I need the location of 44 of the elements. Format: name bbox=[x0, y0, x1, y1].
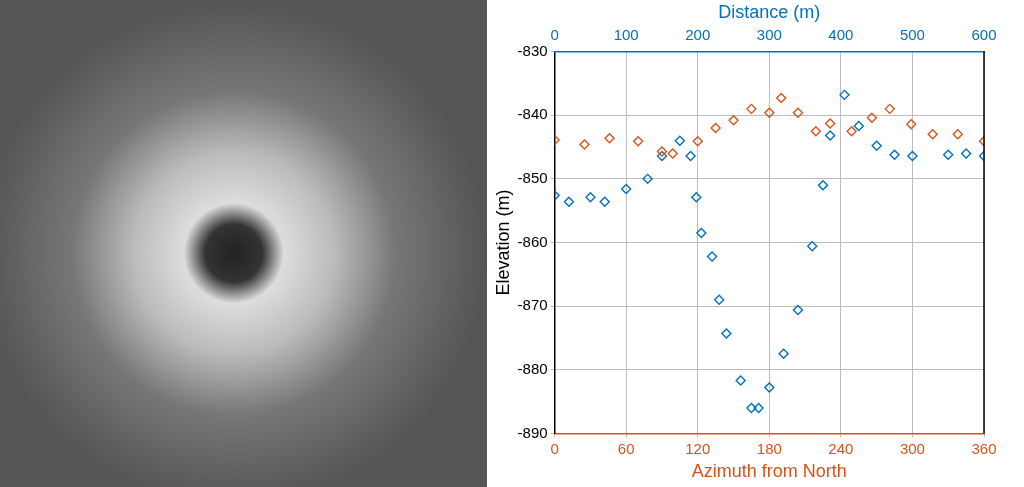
x2-axis-title: Distance (m) bbox=[718, 1, 821, 22]
point bbox=[776, 92, 787, 104]
point bbox=[579, 139, 590, 150]
point bbox=[656, 146, 668, 157]
point bbox=[884, 103, 895, 115]
x-tick-label: 120 bbox=[685, 439, 711, 457]
point bbox=[952, 129, 963, 140]
y-tick-label: -840 bbox=[517, 105, 548, 123]
point bbox=[667, 148, 678, 159]
x2-tick-label: 500 bbox=[899, 25, 925, 43]
point bbox=[810, 125, 822, 137]
x-tick-label: 60 bbox=[617, 439, 635, 457]
point bbox=[927, 129, 938, 140]
point bbox=[746, 103, 757, 115]
point bbox=[728, 115, 739, 126]
x2-tick-label: 400 bbox=[828, 25, 854, 43]
y-tick-label: -870 bbox=[517, 296, 548, 314]
point bbox=[866, 112, 878, 123]
point bbox=[764, 107, 775, 118]
x2-tick-label: 600 bbox=[971, 25, 997, 43]
point bbox=[846, 125, 857, 137]
y-axis-title: Elevation (m) bbox=[492, 189, 513, 296]
y-tick-label: -880 bbox=[517, 359, 548, 377]
y-tick-label: -850 bbox=[517, 169, 548, 187]
point bbox=[824, 118, 836, 129]
point bbox=[632, 136, 644, 147]
point bbox=[906, 118, 917, 130]
x-tick-label: 0 bbox=[550, 439, 559, 457]
y-tick-label: -860 bbox=[517, 232, 548, 250]
point bbox=[710, 122, 721, 134]
x-tick-label: 180 bbox=[756, 439, 782, 457]
point bbox=[604, 132, 615, 144]
x2-tick-label: 0 bbox=[550, 25, 559, 43]
x2-tick-label: 300 bbox=[756, 25, 782, 43]
x2-tick-label: 100 bbox=[613, 25, 639, 43]
x-tick-label: 240 bbox=[828, 439, 854, 457]
y-tick-label: -830 bbox=[517, 41, 548, 59]
x-tick-label: 300 bbox=[899, 439, 925, 457]
x2-tick-label: 200 bbox=[685, 25, 711, 43]
x-axis-title: Azimuth from North bbox=[691, 461, 847, 482]
point bbox=[792, 107, 804, 118]
point bbox=[692, 136, 703, 147]
x-tick-label: 360 bbox=[971, 439, 997, 457]
y-tick-label: -890 bbox=[517, 423, 548, 441]
